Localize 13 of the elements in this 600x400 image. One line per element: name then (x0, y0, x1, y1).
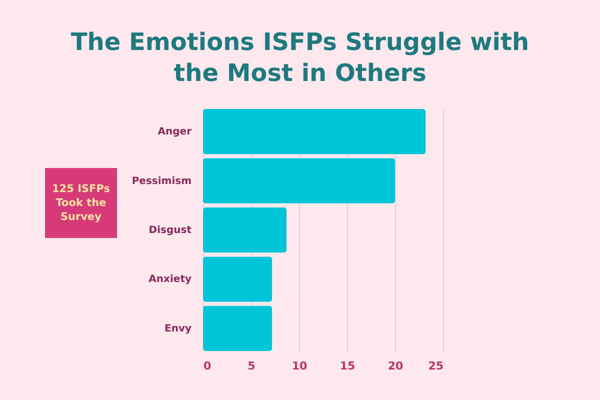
text: 125 ISFPs Took the Survey (45, 168, 117, 238)
x-tick-label: 15 (340, 360, 356, 372)
y-tick-label: Anger (158, 126, 192, 138)
y-tick-label: Pessimism (132, 176, 192, 187)
y-tick-label: Envy (164, 323, 192, 334)
x-tick-label: 20 (388, 360, 404, 372)
x-tick-label: 5 (248, 360, 256, 372)
y-tick-label: Anxiety (148, 274, 192, 286)
chart-title: The Emotions ISFPs Struggle with the Most in Others (70, 28, 530, 87)
x-tick-label: 10 (292, 360, 308, 372)
y-tick-label: Disgust (148, 225, 192, 236)
x-tick-label: 25 (428, 360, 444, 372)
x-tick-label: 0 (204, 360, 212, 372)
